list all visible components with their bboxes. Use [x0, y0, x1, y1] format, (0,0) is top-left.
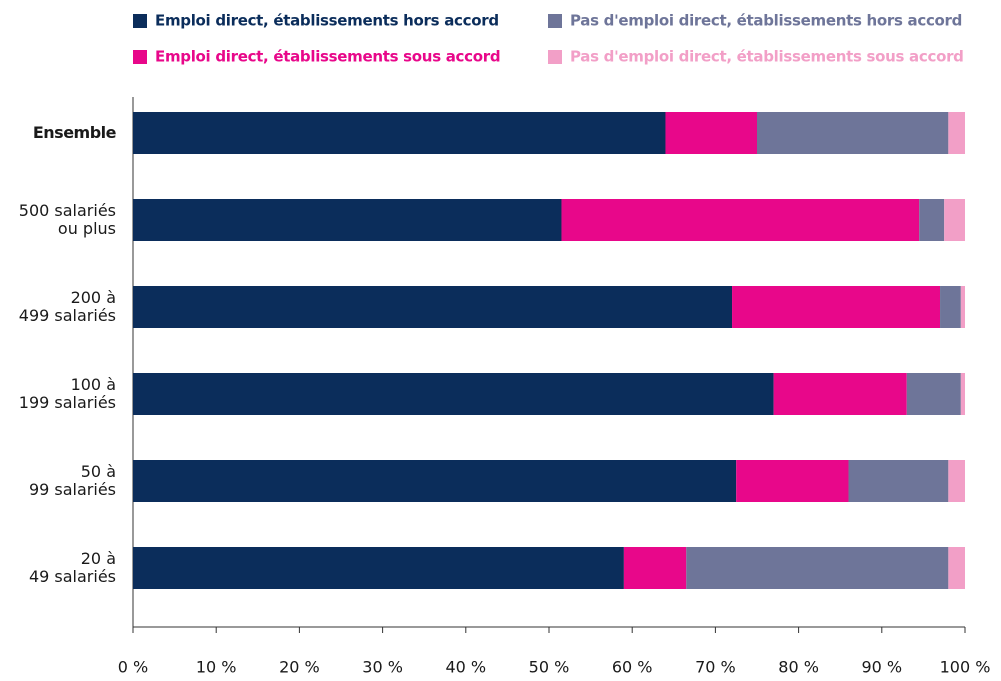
x-tick-label: 60 % [612, 658, 653, 677]
y-tick-label-line: 199 salariés [19, 393, 116, 412]
y-tick-label-line: Ensemble [33, 123, 117, 142]
bar-segment [948, 112, 965, 154]
x-tick-label: 90 % [861, 658, 902, 677]
y-tick-label-line: 200 à [71, 288, 116, 307]
legend-label: Pas d'emploi direct, établissements sous… [570, 48, 964, 66]
bar-segment [623, 547, 687, 589]
y-tick-label-line: 20 à [81, 549, 116, 568]
x-tick-label: 50 % [529, 658, 570, 677]
y-tick-label-line: 49 salariés [29, 567, 116, 586]
bar-segment [948, 460, 965, 502]
y-tick-label-line: 500 salariés [19, 201, 116, 220]
y-tick-label: 20 à 49 salariés [29, 549, 116, 586]
y-tick-label: Ensemble [33, 123, 117, 142]
y-tick-label-line: 499 salariés [19, 306, 116, 325]
bar-segment [773, 373, 907, 415]
bar-segment [960, 286, 965, 328]
x-tick-label: 40 % [445, 658, 486, 677]
y-tick-label-line: 100 à [71, 375, 116, 394]
x-tick-label: 80 % [778, 658, 819, 677]
bar-segment [133, 199, 562, 241]
legend-swatch [133, 50, 147, 64]
bar-segment [686, 547, 949, 589]
bar-segment [133, 547, 624, 589]
x-tick-label: 30 % [362, 658, 403, 677]
legend-swatch [548, 14, 562, 28]
y-tick-label-line: 99 salariés [29, 480, 116, 499]
bar-segment [561, 199, 920, 241]
bar-segment [960, 373, 965, 415]
legend-swatch [548, 50, 562, 64]
bar-segment [736, 460, 849, 502]
bar-segment [944, 199, 965, 241]
legend-swatch [133, 14, 147, 28]
bar-segment [919, 199, 945, 241]
x-tick-label: 0 % [118, 658, 148, 677]
y-tick-label-line: 50 à [81, 462, 116, 481]
bar-segment [732, 286, 941, 328]
x-tick-label: 100 % [940, 658, 991, 677]
y-tick-label: 100 à 199 salariés [19, 375, 116, 412]
x-tick-label: 20 % [279, 658, 320, 677]
bar-segment [133, 460, 737, 502]
bar-segment [757, 112, 949, 154]
y-tick-label: 500 salariés ou plus [19, 201, 116, 238]
bar-segment [665, 112, 757, 154]
x-tick-label: 10 % [196, 658, 237, 677]
bar-segment [133, 286, 733, 328]
legend-label: Pas d'emploi direct, établissements hors… [570, 12, 962, 30]
bar-segment [133, 373, 774, 415]
bar-segment [133, 112, 666, 154]
x-tick-label: 70 % [695, 658, 736, 677]
bar-segment [940, 286, 961, 328]
legend-label: Emploi direct, établissements hors accor… [155, 12, 499, 30]
bar-segment [906, 373, 961, 415]
y-tick-label: 200 à 499 salariés [19, 288, 116, 325]
bar-segment [848, 460, 949, 502]
legend-label: Emploi direct, établissements sous accor… [155, 48, 500, 66]
bar-segment [948, 547, 965, 589]
y-tick-label-line: ou plus [58, 219, 116, 238]
y-tick-label: 50 à 99 salariés [29, 462, 116, 499]
